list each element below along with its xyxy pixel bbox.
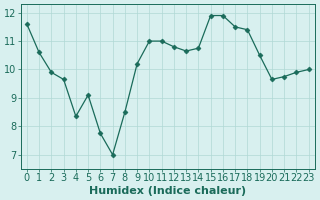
X-axis label: Humidex (Indice chaleur): Humidex (Indice chaleur) [89,186,246,196]
